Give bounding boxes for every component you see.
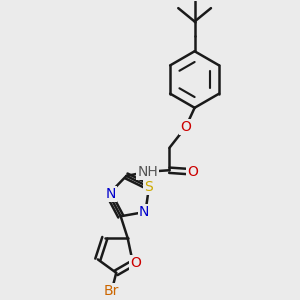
Text: O: O bbox=[180, 120, 191, 134]
Text: O: O bbox=[130, 256, 141, 270]
Text: NH: NH bbox=[137, 165, 158, 179]
Text: N: N bbox=[139, 205, 149, 219]
Text: S: S bbox=[145, 180, 153, 194]
Text: Br: Br bbox=[104, 284, 119, 298]
Text: O: O bbox=[187, 165, 198, 179]
Text: N: N bbox=[105, 187, 116, 201]
